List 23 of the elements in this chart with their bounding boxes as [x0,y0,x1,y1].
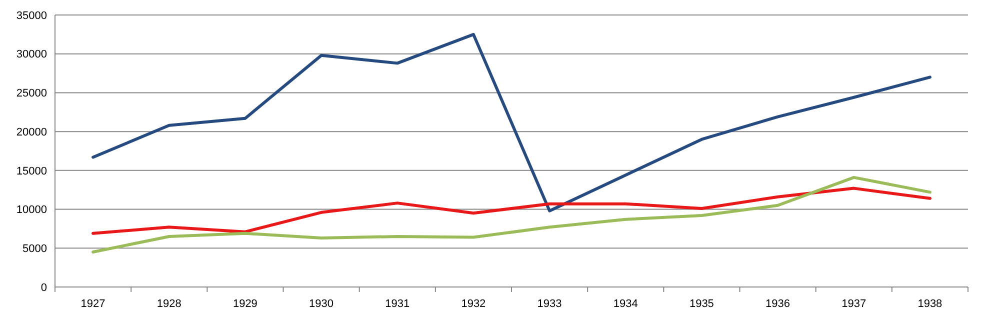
x-tick-label: 1932 [461,298,486,310]
y-tick-label: 35000 [16,10,47,22]
line-series [92,176,932,254]
x-tick-label: 1931 [385,298,410,310]
x-tick-label: 1938 [918,298,942,310]
x-tick-label: 1929 [232,298,258,310]
x-tick-label: 1928 [156,298,182,310]
x-tick-label: 1933 [537,298,562,310]
y-tick-label: 20000 [16,126,47,138]
x-tick-label: 1937 [842,298,866,310]
y-tick-label: 25000 [16,88,47,100]
x-tick-label: 1934 [613,298,638,310]
x-tick-label: 1927 [80,298,106,310]
x-tick-label: 1935 [689,298,714,310]
x-tick-label: 1930 [309,298,334,310]
line-series [92,186,932,235]
y-tick-label: 15000 [16,165,47,178]
line-series [92,32,932,212]
y-tick-label: 5000 [22,242,47,255]
x-tick-label: 1936 [766,298,790,310]
y-tick-label: 10000 [16,204,47,216]
y-tick-label: 0 [40,282,47,294]
y-tick-label: 30000 [16,48,47,61]
